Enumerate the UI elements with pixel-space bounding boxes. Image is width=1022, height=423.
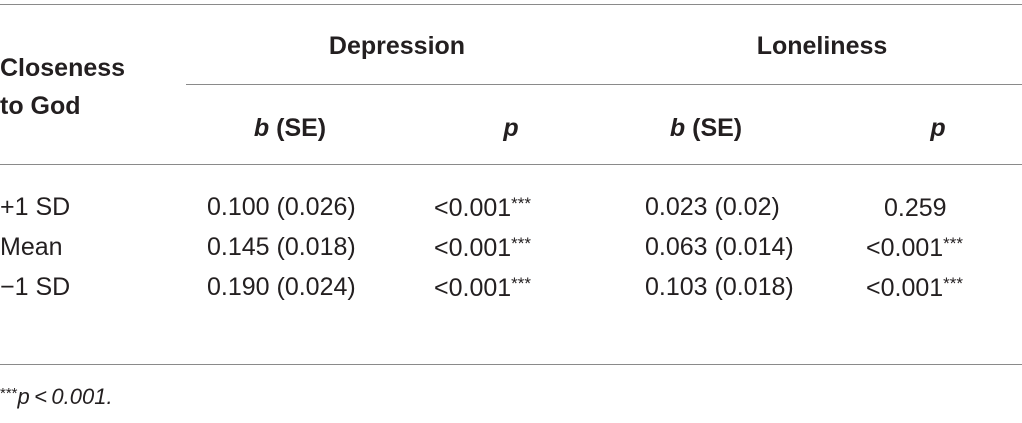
lon-b-value: 0.103 (0.018) bbox=[645, 273, 794, 301]
row-header-line2: to God bbox=[0, 92, 81, 120]
significance-stars: *** bbox=[511, 274, 532, 293]
lon-b-value: 0.023 (0.02) bbox=[645, 193, 780, 221]
p-value-text: <0.001 bbox=[866, 234, 944, 262]
table-top-rule bbox=[0, 4, 1022, 5]
footnote-text: p < 0.001. bbox=[17, 384, 113, 409]
table-bottom-rule bbox=[0, 364, 1022, 365]
se-label: (SE) bbox=[692, 114, 743, 142]
subheader-lon-b: b (SE) bbox=[670, 116, 742, 141]
lon-p-value: 0.259 bbox=[884, 195, 947, 221]
dep-p-value: <0.001*** bbox=[434, 235, 531, 261]
group-header-rule bbox=[186, 84, 1022, 85]
dep-b-value: 0.190 (0.024) bbox=[207, 273, 356, 301]
dep-b-value: 0.145 (0.018) bbox=[207, 233, 356, 261]
group-header-depression: Depression bbox=[328, 32, 466, 60]
subheader-dep-b: b (SE) bbox=[254, 116, 326, 141]
significance-stars: *** bbox=[943, 234, 964, 253]
dep-p-value: <0.001*** bbox=[434, 195, 531, 221]
header-bottom-rule bbox=[0, 164, 1022, 165]
row-header-line1: Closeness bbox=[0, 54, 126, 82]
group-header-loneliness: Loneliness bbox=[756, 32, 888, 60]
p-value-text: <0.001 bbox=[434, 234, 512, 262]
significance-stars: *** bbox=[943, 274, 964, 293]
table-footnote: ***p < 0.001. bbox=[0, 386, 113, 408]
se-label: (SE) bbox=[276, 114, 327, 142]
dep-b-value: 0.100 (0.026) bbox=[207, 193, 356, 221]
subheader-lon-p: p bbox=[930, 114, 946, 142]
subheader-dep-p: p bbox=[503, 114, 519, 142]
dep-p-value: <0.001*** bbox=[434, 275, 531, 301]
b-symbol: b bbox=[253, 114, 270, 142]
p-value-text: 0.259 bbox=[884, 194, 947, 222]
row-label: Mean bbox=[0, 233, 63, 261]
b-symbol: b bbox=[669, 114, 686, 142]
significance-stars: *** bbox=[511, 194, 532, 213]
row-label: +1 SD bbox=[0, 193, 71, 221]
row-label: −1 SD bbox=[0, 273, 71, 301]
p-value-text: <0.001 bbox=[434, 194, 512, 222]
lon-p-value: <0.001*** bbox=[866, 275, 963, 301]
footnote-stars: *** bbox=[0, 385, 18, 402]
p-value-text: <0.001 bbox=[866, 274, 944, 302]
lon-b-value: 0.063 (0.014) bbox=[645, 233, 794, 261]
lon-p-value: <0.001*** bbox=[866, 235, 963, 261]
p-value-text: <0.001 bbox=[434, 274, 512, 302]
significance-stars: *** bbox=[511, 234, 532, 253]
